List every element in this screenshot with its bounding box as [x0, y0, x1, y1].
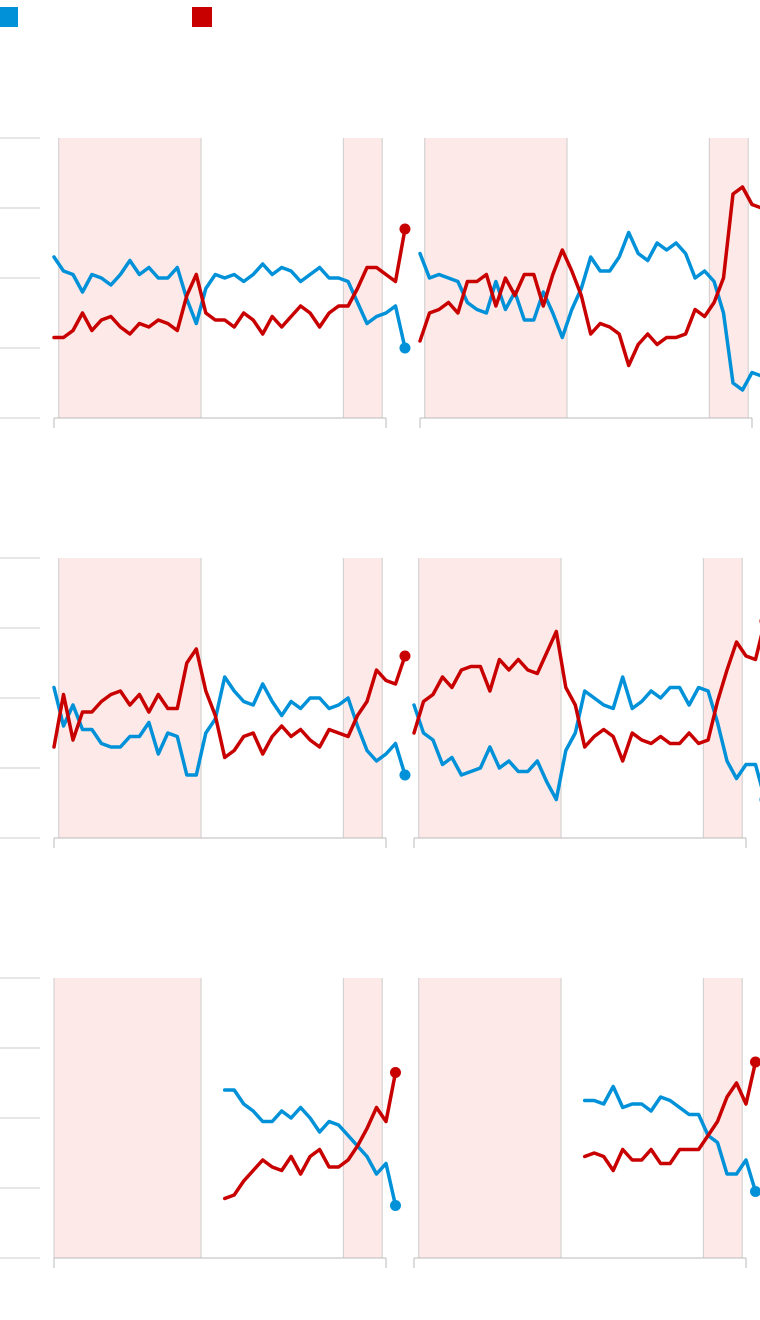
shaded-period	[418, 558, 562, 838]
chart-panel-4	[412, 558, 760, 848]
series-line-1	[582, 1084, 758, 1194]
shaded-period	[54, 978, 202, 1258]
shaded-period	[58, 558, 202, 838]
chart-panel-1	[0, 137, 411, 428]
series-endpoint-2	[399, 650, 411, 662]
series-line-1	[52, 255, 407, 350]
series-endpoint-2	[399, 223, 411, 235]
series-line-2	[412, 629, 760, 763]
chart-panel-5	[0, 977, 401, 1268]
shaded-period	[703, 978, 743, 1258]
chart-panel-3	[0, 557, 411, 848]
chart-panel-2	[418, 138, 760, 428]
legend	[0, 7, 760, 27]
series-line-1	[412, 675, 760, 802]
legend-swatch	[192, 7, 212, 27]
series-endpoint-1	[389, 1200, 401, 1211]
chart-panel-6	[413, 978, 760, 1268]
shaded-period	[58, 138, 202, 418]
series-line-2	[582, 1060, 758, 1173]
series-line-1	[418, 230, 760, 392]
series-line-2	[222, 1070, 398, 1201]
series-endpoint-1	[749, 1186, 760, 1197]
series-endpoint-2	[389, 1067, 401, 1078]
shaded-period	[343, 978, 383, 1258]
series-endpoint-1	[399, 342, 411, 354]
shaded-period	[709, 138, 749, 418]
series-line-1	[222, 1088, 398, 1208]
legend-swatch	[0, 7, 18, 27]
shaded-period	[418, 978, 562, 1258]
series-line-2	[418, 185, 760, 368]
series-endpoint-2	[749, 1056, 760, 1068]
series-endpoint-1	[399, 769, 411, 781]
series-line-2	[52, 647, 407, 760]
series-line-1	[52, 675, 407, 777]
series-line-2	[52, 227, 407, 340]
legend-item-0	[0, 7, 24, 27]
legend-item-1	[192, 7, 218, 27]
